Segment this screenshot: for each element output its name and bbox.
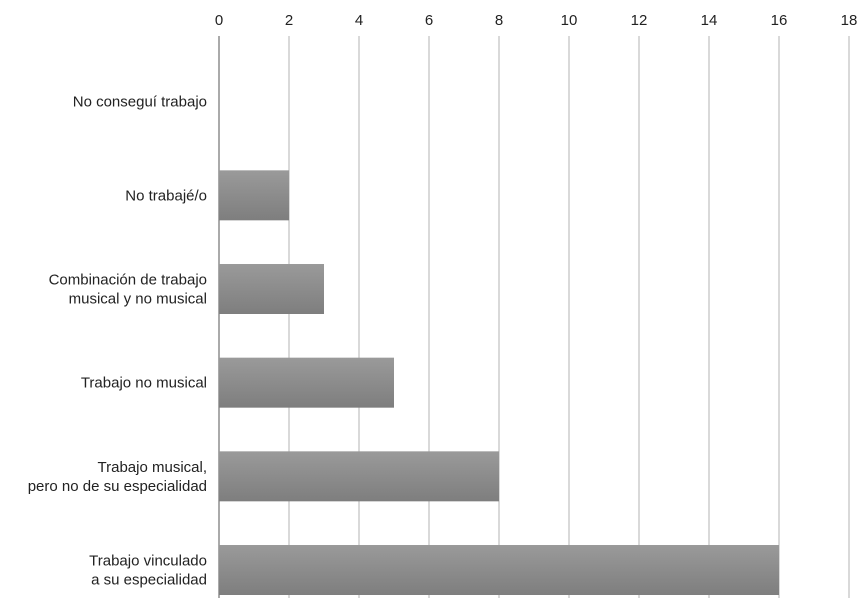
bar bbox=[219, 170, 289, 221]
x-tick-label: 2 bbox=[285, 12, 293, 29]
x-axis-ticks: 0 2 4 6 8 10 12 14 16 18 bbox=[215, 12, 858, 29]
x-tick-label: 10 bbox=[561, 12, 578, 29]
x-tick-label: 8 bbox=[495, 12, 503, 29]
category-label: musical y no musical bbox=[69, 291, 207, 308]
category-label: Trabajo no musical bbox=[81, 375, 207, 392]
bar bbox=[219, 264, 324, 314]
category-label: Trabajo musical, bbox=[98, 459, 207, 476]
bar bbox=[219, 545, 779, 595]
bars bbox=[219, 170, 779, 595]
x-tick-label: 6 bbox=[425, 12, 433, 29]
category-label: Trabajo vinculado bbox=[89, 553, 207, 570]
bar bbox=[219, 451, 499, 502]
x-tick-label: 14 bbox=[701, 12, 718, 29]
x-tick-label: 18 bbox=[841, 12, 858, 29]
category-label: Combinación de trabajo bbox=[49, 272, 207, 289]
category-label: a su especialidad bbox=[91, 572, 207, 589]
category-labels: No conseguí trabajo No trabajé/o Combinaci… bbox=[28, 94, 207, 589]
x-tick-label: 12 bbox=[631, 12, 648, 29]
category-label: pero no de su especialidad bbox=[28, 478, 207, 495]
x-tick-label: 0 bbox=[215, 12, 223, 29]
category-label: No conseguí trabajo bbox=[73, 94, 207, 111]
x-tick-label: 16 bbox=[771, 12, 788, 29]
category-label: No trabajé/o bbox=[125, 187, 207, 204]
x-tick-label: 4 bbox=[355, 12, 363, 29]
bar bbox=[219, 357, 394, 408]
grid-lines bbox=[218, 36, 850, 598]
